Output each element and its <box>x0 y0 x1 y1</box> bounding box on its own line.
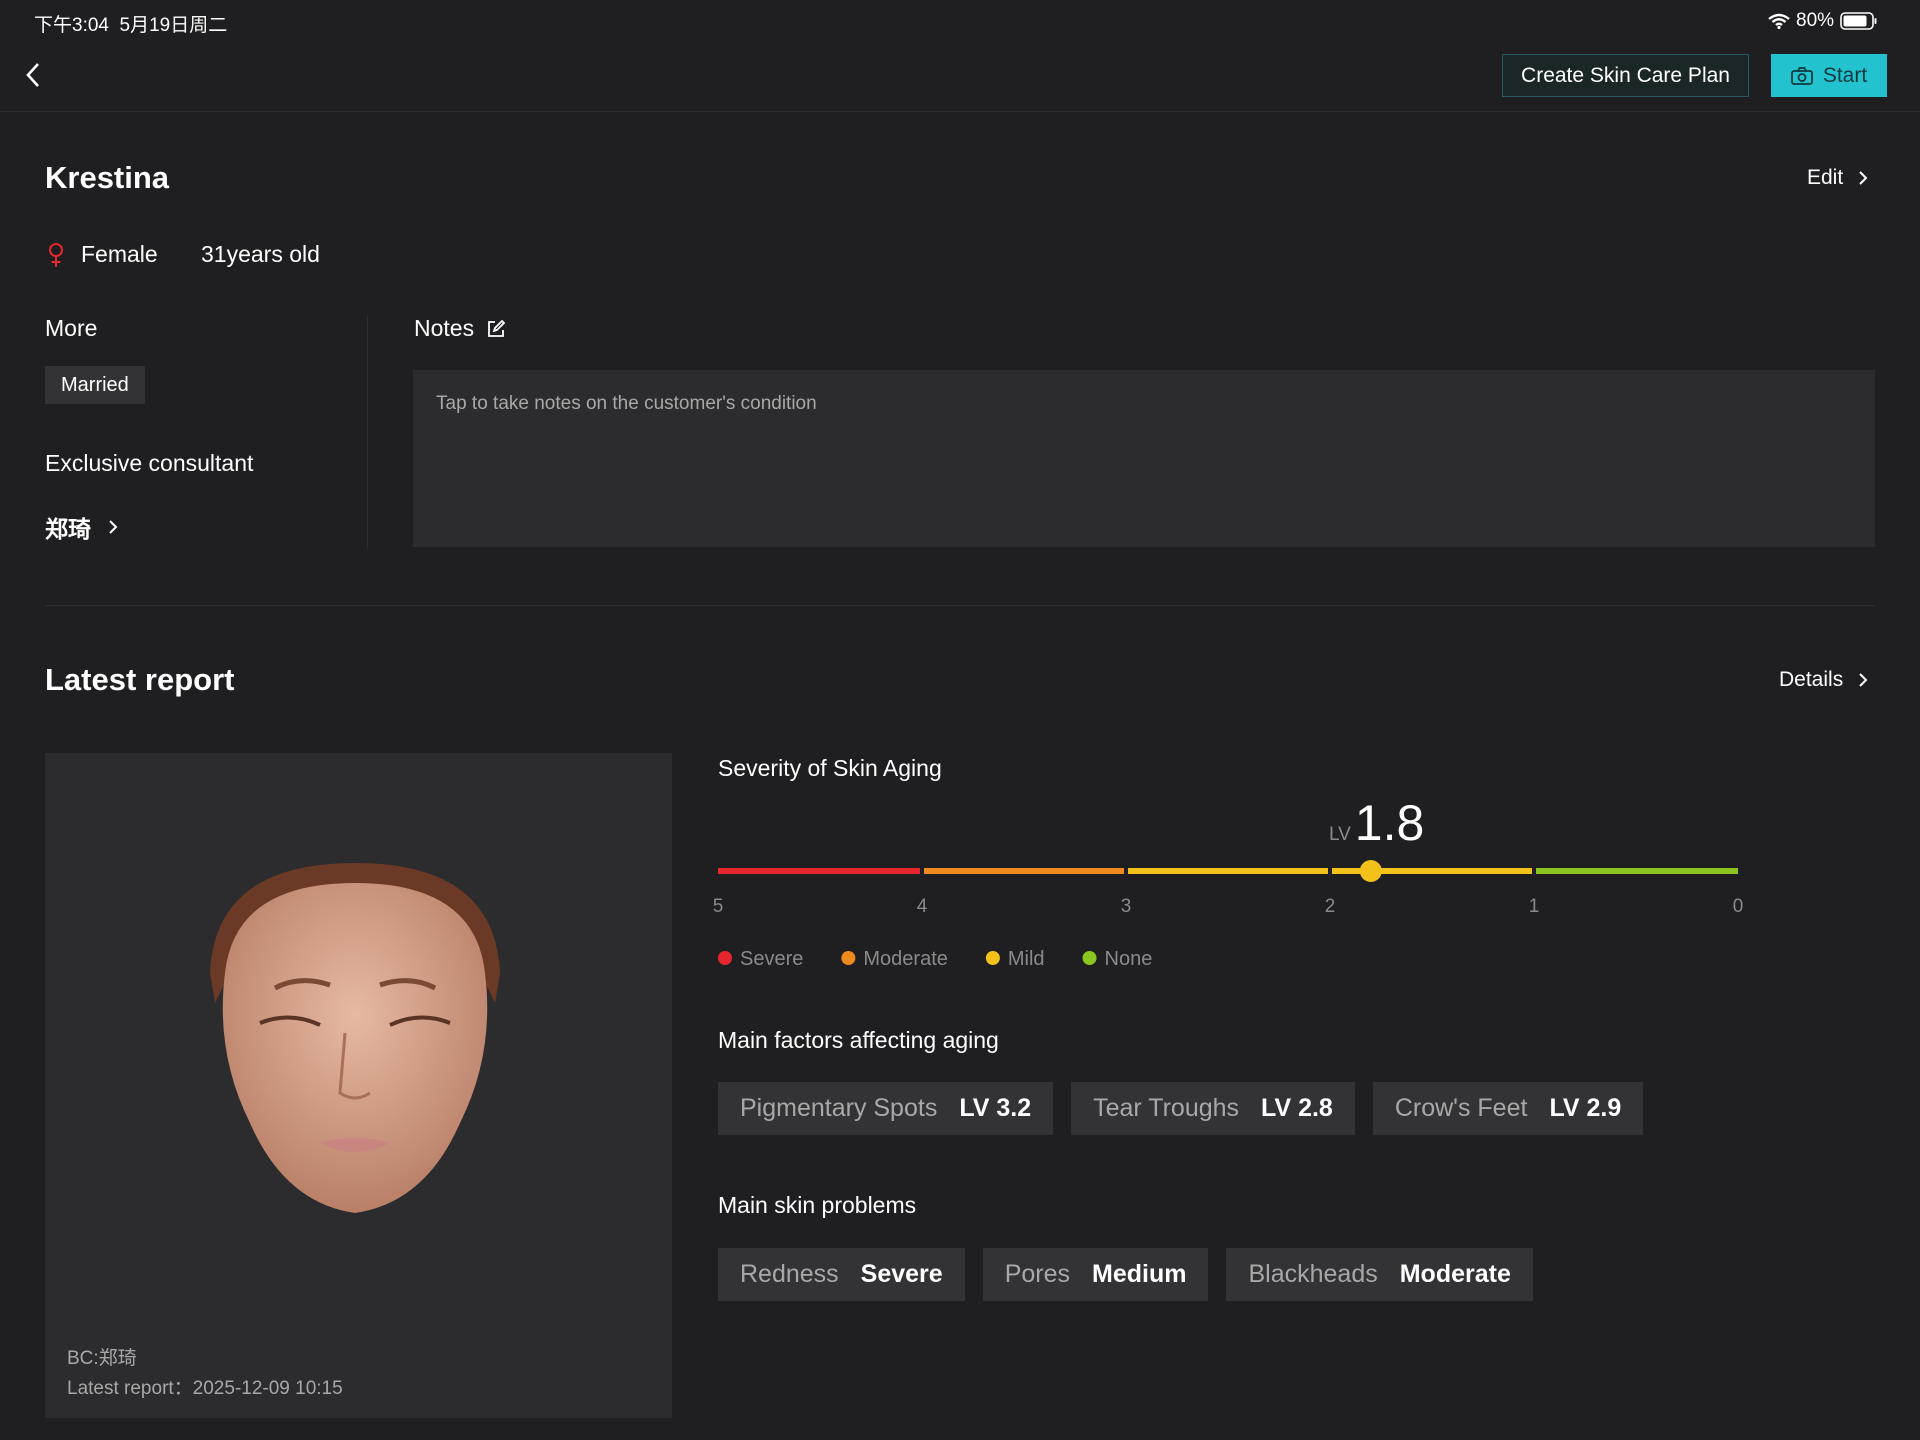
details-label: Details <box>1779 668 1844 691</box>
problems-title: Main skin problems <box>718 1192 917 1218</box>
edit-icon <box>488 319 506 337</box>
legend-dot <box>718 951 732 965</box>
value-marker <box>1359 860 1382 882</box>
header-divider <box>0 111 1920 112</box>
severity-gauge: 5 4 3 2 1 0 LV 1.8 Severe Moderate Mild None <box>713 795 1744 970</box>
chip: Pigmentary Spots LV 3.2 <box>718 1082 1054 1135</box>
wifi-icon <box>1768 13 1790 29</box>
vertical-divider <box>367 316 368 549</box>
gender: Female <box>81 241 158 267</box>
gauge-segment <box>1128 868 1328 874</box>
chip-name: Crow's Feet <box>1394 1094 1528 1122</box>
legend-label: None <box>1105 948 1153 970</box>
status-left: 下午3:04 5月19日周二 <box>34 10 227 37</box>
face-image <box>210 863 500 1213</box>
legend-dot <box>1082 951 1097 965</box>
start-button[interactable]: Start <box>1771 54 1887 97</box>
date: 5月19日周二 <box>119 15 228 36</box>
chevron <box>1859 171 1868 185</box>
chip-name: Pores <box>1004 1260 1071 1288</box>
legend-dot <box>985 951 1000 965</box>
chip: Tear Troughs LV 2.8 <box>1071 1082 1355 1135</box>
x-tick-label: 5 <box>713 896 724 917</box>
battery-icon <box>1840 12 1877 30</box>
chevron <box>1859 673 1868 687</box>
edit-label: Edit <box>1807 166 1844 189</box>
details-link[interactable]: Details <box>1779 668 1869 692</box>
factors-title: Main factors affecting aging <box>718 1027 999 1053</box>
create-plan-label: Create Skin Care Plan <box>1521 63 1730 87</box>
time: 下午3:04 <box>34 15 109 36</box>
problem-chips: Redness Severe Pores Medium Blackheads Modera… <box>718 1248 1533 1301</box>
chip-name: Pigmentary Spots <box>740 1094 938 1122</box>
chevron <box>109 520 118 534</box>
chip-level: Moderate <box>1399 1260 1511 1288</box>
bc-label: BC:郑琦 <box>67 1348 137 1369</box>
consultant-name: 郑琦 <box>45 516 91 542</box>
factor-chips: Pigmentary Spots LV 3.2 Tear Troughs LV 2.8… <box>718 1082 1644 1135</box>
age: 31years old <box>201 241 320 267</box>
notes-box[interactable]: Tap to take notes on the customer's cond… <box>413 370 1875 547</box>
gauge-segment <box>1536 868 1738 874</box>
legend-label: Severe <box>740 948 803 970</box>
more-label: More <box>45 315 98 341</box>
gauge-segment <box>1332 868 1532 874</box>
report-time: Latest report：2025-12-09 10:15 <box>67 1378 343 1399</box>
gauge-segment <box>718 868 920 874</box>
camera-icon <box>1790 66 1813 85</box>
battery-text: 80% <box>1796 10 1835 31</box>
create-plan-button[interactable]: Create Skin Care Plan <box>1502 54 1749 97</box>
chip-level: LV 3.2 <box>959 1094 1032 1122</box>
chip-level: LV 2.8 <box>1261 1094 1333 1122</box>
chip: Redness Severe <box>718 1248 965 1301</box>
legend-label: Moderate <box>863 948 948 970</box>
customer-name: Krestina <box>45 160 170 195</box>
x-tick-label: 4 <box>917 896 928 917</box>
photo-panel: BC:郑琦 Latest report：2025-12-09 10:15 <box>45 753 672 1418</box>
x-tick-label: 3 <box>1121 896 1132 917</box>
gauge-title: Severity of Skin Aging <box>718 755 942 781</box>
gauge-segment <box>924 868 1124 874</box>
chip: Pores Medium <box>982 1248 1209 1301</box>
back-button[interactable] <box>22 60 46 90</box>
chip-level: Medium <box>1092 1260 1187 1288</box>
notes-placeholder: Tap to take notes on the customer's cond… <box>436 393 817 414</box>
chip-level: Severe <box>860 1260 943 1288</box>
female-icon <box>49 243 63 267</box>
chip-name: Redness <box>740 1260 839 1288</box>
status-right: 80% <box>1768 10 1878 32</box>
x-tick-label: 0 <box>1733 896 1744 917</box>
notes-label: Notes <box>414 315 475 341</box>
edit-link[interactable]: Edit <box>1807 166 1869 190</box>
value-label: 1.8 <box>1355 795 1425 851</box>
legend-dot <box>841 951 856 965</box>
legend-label: Mild <box>1008 948 1045 970</box>
chip-name: Blackheads <box>1248 1260 1378 1288</box>
chip-level: LV 2.9 <box>1549 1094 1622 1122</box>
chip: Crow's Feet LV 2.9 <box>1372 1082 1644 1135</box>
tag: Married <box>45 366 145 404</box>
x-tick-label: 1 <box>1529 896 1540 917</box>
consultant-label: Exclusive consultant <box>45 450 254 476</box>
chip: Blackheads Moderate <box>1226 1248 1533 1301</box>
section-divider <box>45 605 1875 606</box>
notes-header: Notes <box>414 315 506 342</box>
value-prefix: LV <box>1329 824 1351 845</box>
consultant-link[interactable]: 郑琦 <box>45 510 119 544</box>
x-tick-label: 2 <box>1325 896 1336 917</box>
report-title: Latest report <box>45 662 235 697</box>
chip-name: Tear Troughs <box>1093 1094 1240 1122</box>
start-label: Start <box>1822 63 1868 87</box>
